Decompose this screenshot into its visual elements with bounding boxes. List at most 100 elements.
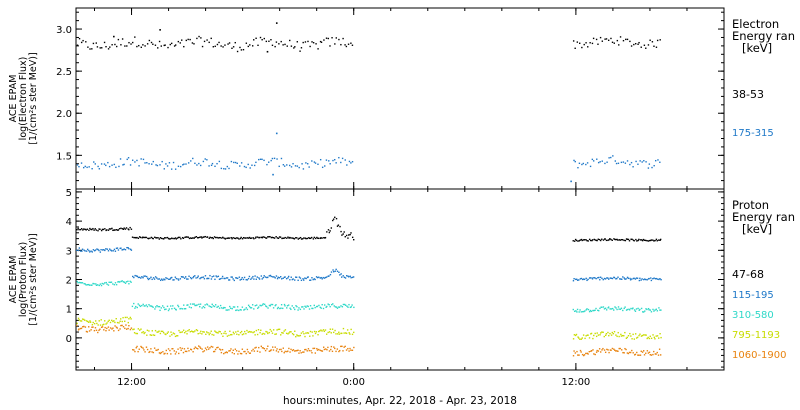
data-point [274,333,276,336]
data-point [299,334,302,337]
data-point [113,35,115,38]
data-point [138,44,140,47]
data-point [263,303,266,306]
data-point [578,162,581,165]
data-point [97,230,99,232]
data-point [183,308,186,310]
data-point [202,331,204,333]
data-point [237,330,239,332]
data-point [211,236,214,239]
data-point [645,161,647,163]
data-point [336,307,339,309]
data-point [107,284,110,286]
data-point [146,162,148,164]
data-point [189,38,191,41]
data-point [218,160,221,163]
data-point [268,350,271,352]
data-point [599,307,601,310]
data-point [279,236,282,238]
data-point [82,229,84,231]
data-point [581,163,583,166]
data-point [249,352,252,354]
data-point [173,350,176,352]
data-point [100,326,103,328]
data-point [621,239,624,241]
data-point [322,346,325,348]
data-point [228,279,230,281]
data-point [297,349,299,351]
data-point [647,44,650,46]
data-point [178,329,180,332]
data-point [155,237,157,239]
data-point [192,351,194,353]
data-point [241,238,244,240]
data-point [647,352,650,354]
data-point [166,165,169,167]
y-tick-label: 5 [66,188,72,199]
data-point [645,239,647,242]
data-point [214,45,216,48]
data-point [148,303,150,306]
data-point [145,275,148,278]
data-point [269,274,272,277]
data-point [225,309,227,311]
data-point [330,345,333,348]
data-point [332,219,334,222]
data-point [241,348,244,350]
data-point [169,335,171,337]
data-point [98,168,101,170]
data-point [293,238,296,240]
data-point [351,349,354,351]
data-point [123,163,125,166]
data-point [129,164,132,166]
data-point [84,283,87,285]
data-point [292,278,294,280]
data-point [209,305,212,308]
data-point [342,303,345,306]
data-point [308,237,311,240]
data-point [88,166,90,168]
data-point [638,41,640,44]
data-point [272,173,274,176]
data-point [576,279,579,281]
data-point [148,330,150,332]
data-point [93,229,95,231]
data-point [320,329,322,331]
data-point [224,238,226,240]
data-point [113,320,115,322]
data-point [609,277,612,279]
data-point [154,236,156,238]
data-point [340,230,342,233]
data-point [113,163,115,166]
data-point [276,329,278,331]
data-point [592,337,594,340]
data-point [134,36,136,38]
data-point [345,349,348,351]
data-point [102,283,105,285]
data-point [340,305,342,307]
data-point [199,236,201,238]
data-point [114,321,116,324]
data-point [297,238,300,240]
data-point [245,307,248,309]
data-point [86,228,89,230]
data-point [218,330,220,333]
data-point [195,329,198,331]
data-point [174,168,177,170]
data-point [578,279,580,281]
data-point [317,237,320,240]
data-point [314,332,317,335]
data-point [295,276,297,278]
data-point [645,47,647,49]
data-point [248,236,251,239]
data-point [585,335,587,337]
data-point [96,248,98,250]
data-point [231,333,233,336]
data-point [333,305,335,307]
data-point [136,275,139,278]
data-point [288,237,290,239]
data-point [296,305,298,308]
data-point [621,349,623,351]
data-point [305,162,307,164]
data-point [173,237,176,240]
